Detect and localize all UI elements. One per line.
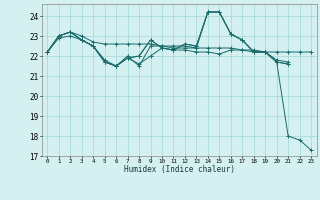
X-axis label: Humidex (Indice chaleur): Humidex (Indice chaleur): [124, 165, 235, 174]
